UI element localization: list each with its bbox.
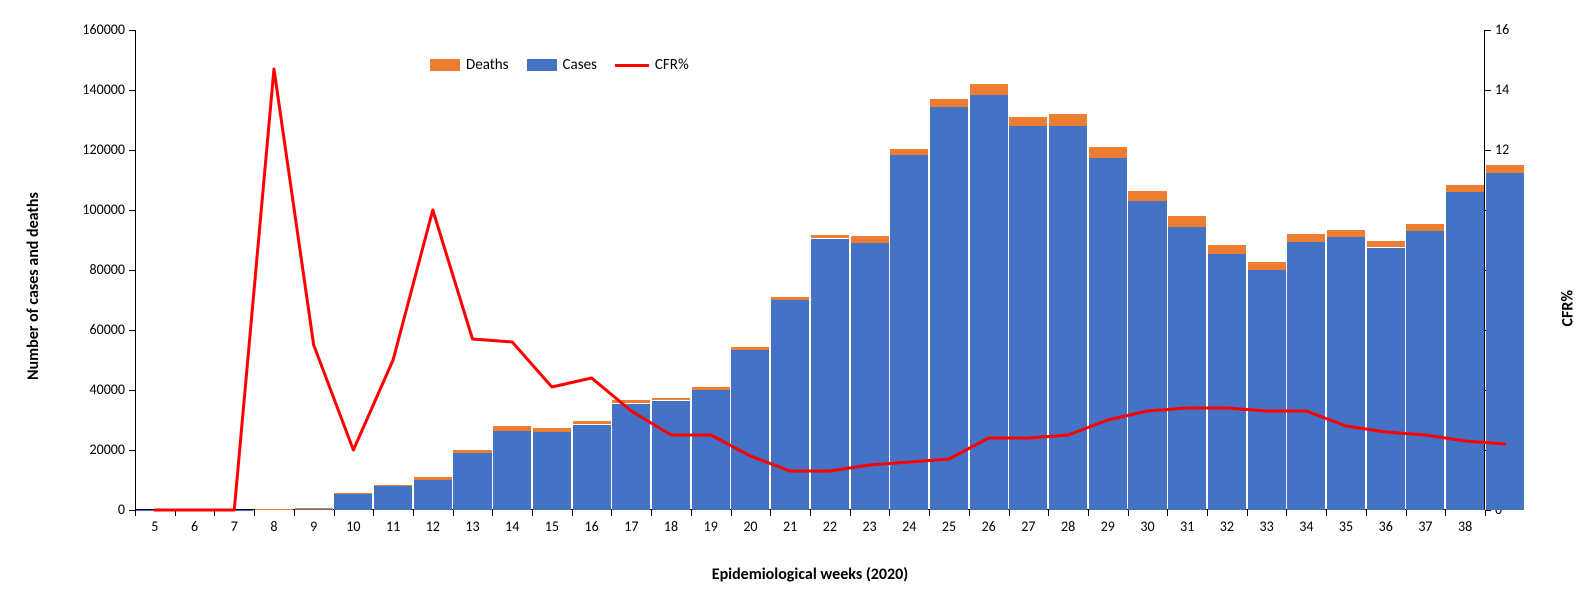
x-tick — [651, 510, 652, 516]
x-tick-label: 28 — [1048, 518, 1088, 535]
y2-tick-label: 12 — [1495, 141, 1509, 158]
bar-deaths — [1486, 165, 1524, 173]
x-tick-label: 14 — [492, 518, 532, 535]
x-tick — [413, 510, 414, 516]
x-tick-label: 31 — [1167, 518, 1207, 535]
x-tick — [1207, 510, 1208, 516]
y2-tick-label: 14 — [1495, 81, 1509, 98]
x-tick — [1009, 510, 1010, 516]
x-tick-label: 6 — [175, 518, 215, 535]
y1-tick-label: 0 — [45, 501, 125, 518]
x-tick-label: 22 — [810, 518, 850, 535]
y1-tick-label: 40000 — [45, 381, 125, 398]
x-tick-label: 15 — [532, 518, 572, 535]
x-tick-label: 35 — [1326, 518, 1366, 535]
x-tick — [572, 510, 573, 516]
x-tick — [1286, 510, 1287, 516]
x-tick — [532, 510, 533, 516]
x-tick-label: 38 — [1445, 518, 1485, 535]
y2-tick — [1485, 150, 1491, 151]
x-tick — [969, 510, 970, 516]
x-tick — [611, 510, 612, 516]
x-tick — [929, 510, 930, 516]
x-tick-label: 27 — [1009, 518, 1049, 535]
cfr-line — [155, 69, 1505, 510]
y2-axis-label-text: CFR% — [1558, 290, 1577, 326]
x-axis-label: Epidemiological weeks (2020) — [135, 565, 1485, 584]
x-tick — [1247, 510, 1248, 516]
x-axis-label-text: Epidemiological weeks (2020) — [712, 565, 908, 584]
cfr-line-layer — [135, 30, 1485, 510]
plot-area: 0200004000060000800001000001200001400001… — [135, 30, 1485, 510]
x-tick-label: 34 — [1286, 518, 1326, 535]
x-tick — [1088, 510, 1089, 516]
x-tick — [770, 510, 771, 516]
x-tick — [1366, 510, 1367, 516]
y1-tick-label: 100000 — [45, 201, 125, 218]
x-tick-label: 18 — [651, 518, 691, 535]
x-tick — [254, 510, 255, 516]
x-tick — [1128, 510, 1129, 516]
x-tick — [453, 510, 454, 516]
x-tick-label: 17 — [611, 518, 651, 535]
x-tick — [1167, 510, 1168, 516]
x-tick — [373, 510, 374, 516]
x-tick — [492, 510, 493, 516]
y2-tick — [1485, 90, 1491, 91]
x-tick — [294, 510, 295, 516]
epi-chart: Number of cases and deaths CFR% Epidemio… — [0, 0, 1580, 595]
bar-cases — [1486, 173, 1524, 511]
x-tick-label: 32 — [1207, 518, 1247, 535]
y1-tick-label: 140000 — [45, 81, 125, 98]
x-tick-label: 9 — [294, 518, 334, 535]
x-tick-label: 25 — [929, 518, 969, 535]
x-tick — [1445, 510, 1446, 516]
x-tick-label: 10 — [334, 518, 374, 535]
x-tick-label: 11 — [373, 518, 413, 535]
x-tick-label: 16 — [572, 518, 612, 535]
x-tick — [731, 510, 732, 516]
y2-axis-label: CFR% — [1558, 290, 1577, 326]
y2-tick — [1485, 30, 1491, 31]
x-tick-label: 5 — [135, 518, 175, 535]
x-tick-label: 29 — [1088, 518, 1128, 535]
y1-axis-label-text: Number of cases and deaths — [24, 192, 43, 380]
y1-tick-label: 60000 — [45, 321, 125, 338]
x-tick-label: 13 — [453, 518, 493, 535]
x-tick — [810, 510, 811, 516]
y1-axis-label: Number of cases and deaths — [24, 192, 43, 380]
x-tick — [1326, 510, 1327, 516]
y2-tick-label: 16 — [1495, 21, 1509, 38]
x-tick-label: 30 — [1128, 518, 1168, 535]
y1-tick-label: 80000 — [45, 261, 125, 278]
x-tick-label: 24 — [889, 518, 929, 535]
x-tick-label: 7 — [214, 518, 254, 535]
x-tick — [1485, 510, 1486, 516]
y1-tick-label: 160000 — [45, 21, 125, 38]
x-tick-label: 19 — [691, 518, 731, 535]
x-tick — [1406, 510, 1407, 516]
x-tick-label: 26 — [969, 518, 1009, 535]
x-tick-label: 33 — [1247, 518, 1287, 535]
x-tick-label: 37 — [1406, 518, 1446, 535]
x-tick-label: 36 — [1366, 518, 1406, 535]
x-tick-label: 21 — [770, 518, 810, 535]
x-tick — [135, 510, 136, 516]
x-tick — [889, 510, 890, 516]
x-tick — [691, 510, 692, 516]
y1-tick-label: 20000 — [45, 441, 125, 458]
y1-tick-label: 120000 — [45, 141, 125, 158]
x-tick-label: 12 — [413, 518, 453, 535]
x-tick — [1048, 510, 1049, 516]
x-tick-label: 23 — [850, 518, 890, 535]
x-tick — [334, 510, 335, 516]
x-tick-label: 20 — [731, 518, 771, 535]
x-tick-label: 8 — [254, 518, 294, 535]
x-tick — [850, 510, 851, 516]
